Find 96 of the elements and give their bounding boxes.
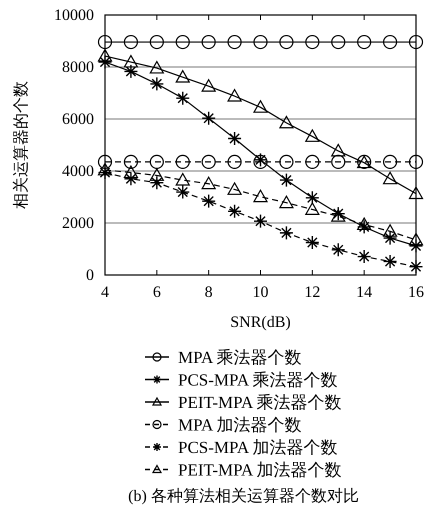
point xyxy=(356,249,372,264)
point xyxy=(124,34,138,50)
point xyxy=(279,34,294,50)
point xyxy=(150,168,164,181)
point xyxy=(124,54,138,68)
legend-label: MPA 乘法器个数 xyxy=(178,348,302,367)
point xyxy=(227,34,242,50)
point xyxy=(98,48,112,62)
point xyxy=(408,154,424,169)
point xyxy=(202,79,216,92)
point xyxy=(201,194,216,208)
point xyxy=(201,111,216,126)
point xyxy=(227,182,242,195)
point xyxy=(382,230,398,246)
y-tick-label: 8000 xyxy=(62,59,94,76)
point xyxy=(98,54,112,70)
point xyxy=(331,34,346,50)
x-tick-label: 12 xyxy=(304,284,320,301)
point xyxy=(124,154,138,169)
point xyxy=(150,176,164,190)
point xyxy=(227,204,242,218)
point xyxy=(202,154,216,169)
point xyxy=(176,34,190,50)
point xyxy=(150,154,164,169)
point xyxy=(124,64,138,79)
point xyxy=(382,224,398,237)
point xyxy=(279,226,294,240)
legend-label: PEIT-MPA 加法器个数 xyxy=(178,460,342,480)
point xyxy=(382,172,398,184)
point xyxy=(176,184,190,200)
y-tick-label: 2000 xyxy=(62,215,94,232)
point xyxy=(408,259,424,274)
point xyxy=(331,144,346,156)
point xyxy=(408,34,424,50)
point xyxy=(305,202,320,215)
point xyxy=(331,154,346,169)
legend-label: MPA 加法器个数 xyxy=(178,416,302,434)
point xyxy=(150,60,164,74)
point xyxy=(227,154,242,169)
point xyxy=(176,70,190,83)
y-tick-label: 10000 xyxy=(54,7,94,24)
point xyxy=(124,165,138,178)
point xyxy=(331,209,346,222)
point xyxy=(279,116,294,128)
point xyxy=(305,129,320,142)
point xyxy=(253,190,268,202)
point xyxy=(279,154,294,169)
y-axis-title: 相关运算器的个数 xyxy=(12,81,30,209)
point xyxy=(382,254,398,269)
point xyxy=(357,34,372,50)
point xyxy=(150,76,164,92)
x-tick-label: 10 xyxy=(252,284,268,301)
point xyxy=(279,196,294,208)
x-tick-label: 6 xyxy=(152,284,161,301)
y-tick-label: 0 xyxy=(86,267,94,284)
point xyxy=(408,186,424,200)
point xyxy=(124,172,138,186)
legend-label: PCS-MPA 加法器个数 xyxy=(178,438,338,457)
legend-label: PCS-MPA 乘法器个数 xyxy=(178,370,338,390)
point xyxy=(408,238,424,254)
point xyxy=(305,235,320,250)
x-tick-label: 14 xyxy=(356,284,372,301)
point xyxy=(331,242,346,257)
y-tick-label: 4000 xyxy=(62,163,94,180)
x-tick-label: 8 xyxy=(204,284,213,301)
point xyxy=(382,154,398,169)
point xyxy=(305,154,320,169)
point xyxy=(305,190,320,205)
point xyxy=(305,34,320,50)
point xyxy=(98,154,112,169)
x-tick-label: 4 xyxy=(101,284,109,301)
point xyxy=(176,154,190,169)
x-axis-title: SNR(dB) xyxy=(230,314,291,331)
point xyxy=(382,34,398,50)
point xyxy=(227,131,242,146)
legend-label: PEIT-MPA 乘法器个数 xyxy=(178,393,342,412)
point xyxy=(176,91,190,106)
point xyxy=(98,34,112,50)
point xyxy=(227,89,242,102)
point xyxy=(331,206,346,221)
point xyxy=(98,165,112,180)
text: (b) 各种算法相关运算器个数对比 xyxy=(128,487,359,505)
point xyxy=(357,217,372,230)
point xyxy=(279,172,294,188)
point xyxy=(253,100,268,113)
x-tick-label: 16 xyxy=(408,284,424,301)
point xyxy=(253,214,268,228)
y-tick-label: 6000 xyxy=(62,111,94,128)
point xyxy=(356,220,372,234)
point xyxy=(202,34,216,50)
point xyxy=(408,232,424,246)
point xyxy=(202,176,216,190)
point xyxy=(253,34,268,50)
point xyxy=(150,34,164,50)
point xyxy=(176,173,190,186)
point xyxy=(98,162,112,176)
